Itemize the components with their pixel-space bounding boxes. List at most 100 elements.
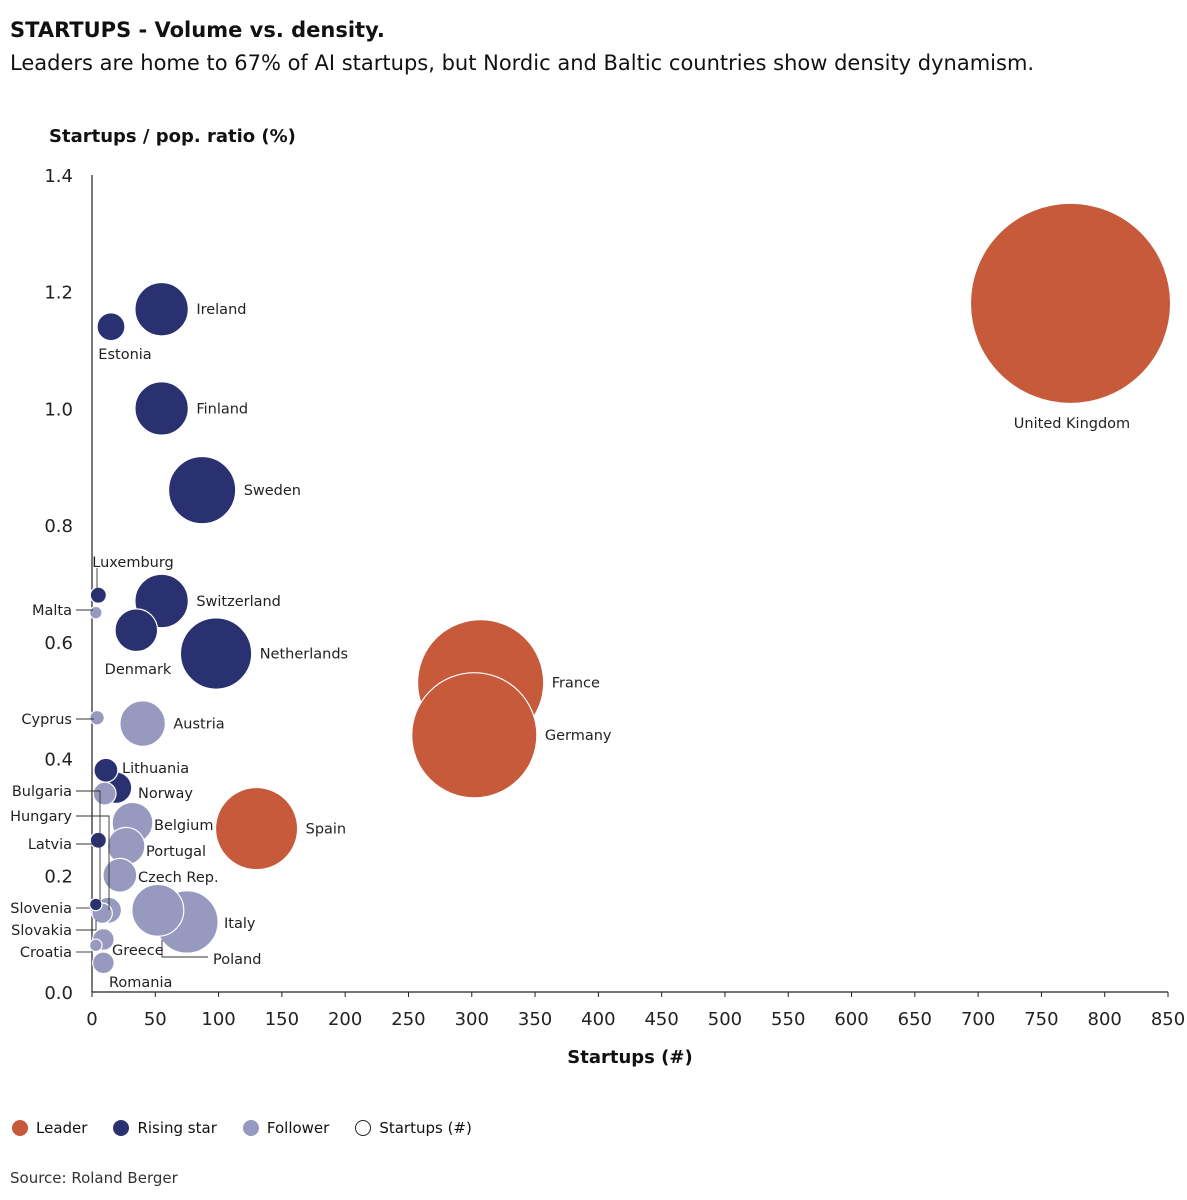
legend-label-leader: Leader: [36, 1119, 88, 1137]
bubble-netherlands: [179, 617, 253, 690]
x-tick-label: 800: [1088, 1009, 1122, 1030]
x-tick-label: 650: [898, 1009, 932, 1030]
y-tick-label: 0.0: [44, 983, 73, 1004]
bubble-austria: [119, 700, 167, 747]
x-tick-label: 0: [86, 1009, 97, 1030]
y-tick-label: 1.2: [44, 283, 73, 304]
bubble-denmark: [114, 608, 159, 653]
legend-item-size: Startups (#): [355, 1119, 472, 1137]
x-tick-label: 100: [201, 1009, 235, 1030]
bubble-lithuania: [93, 757, 119, 783]
label-greece: Greece: [112, 943, 164, 959]
label-romania: Romania: [109, 975, 172, 991]
bubble-united-kingdom: [969, 202, 1172, 405]
y-tick-label: 0.8: [44, 516, 73, 537]
x-tick-label: 300: [455, 1009, 489, 1030]
legend-label-follower: Follower: [266, 1119, 330, 1137]
bubble-germany: [411, 672, 538, 799]
bubble-bulgaria: [92, 781, 117, 806]
bubble-romania: [91, 951, 115, 975]
label-spain: Spain: [306, 822, 347, 838]
bubble-sweden: [167, 455, 237, 525]
label-bulgaria: Bulgaria: [12, 784, 72, 800]
label-germany: Germany: [545, 728, 612, 744]
x-tick-label: 550: [771, 1009, 805, 1030]
label-belgium: Belgium: [154, 818, 213, 834]
label-slovakia: Slovakia: [11, 923, 72, 939]
label-poland: Poland: [213, 952, 261, 968]
y-tick-label: 1.4: [44, 166, 73, 187]
legend-label-rising-star: Rising star: [137, 1119, 217, 1137]
label-cyprus: Cyprus: [21, 712, 72, 728]
leader-line-hungary: [76, 815, 110, 910]
leader-line-bulgaria: [76, 790, 101, 905]
x-tick-label: 350: [518, 1009, 552, 1030]
follower-swatch: [242, 1120, 259, 1136]
bubble-spain: [214, 786, 299, 871]
label-austria: Austria: [173, 717, 224, 733]
y-tick-label: 0.6: [44, 633, 73, 654]
label-norway: Norway: [138, 786, 193, 802]
legend: Leader Rising star Follower Startups (#): [12, 1119, 472, 1137]
label-denmark: Denmark: [105, 662, 172, 678]
label-united-kingdom: United Kingdom: [1014, 416, 1130, 432]
y-tick-label: 1.0: [44, 399, 73, 420]
label-france: France: [552, 676, 600, 692]
leader-line-poland: [161, 940, 208, 958]
bubble-finland: [134, 381, 189, 436]
label-latvia: Latvia: [28, 837, 72, 853]
label-croatia: Croatia: [20, 945, 72, 961]
x-tick-label: 450: [644, 1009, 678, 1030]
label-ireland: Ireland: [196, 302, 246, 318]
label-sweden: Sweden: [244, 483, 301, 499]
x-axis-title: Startups (#): [567, 1047, 692, 1068]
size-swatch: [355, 1120, 372, 1136]
label-finland: Finland: [196, 401, 248, 417]
label-netherlands: Netherlands: [260, 647, 348, 663]
bubble-cyprus: [89, 709, 105, 726]
label-luxemburg: Luxemburg: [92, 555, 174, 571]
legend-item-follower: Follower: [242, 1119, 330, 1137]
label-slovenia: Slovenia: [10, 901, 72, 917]
label-switzerland: Switzerland: [196, 594, 281, 610]
label-estonia: Estonia: [98, 347, 151, 363]
label-malta: Malta: [32, 603, 72, 619]
label-portugal: Portugal: [146, 844, 206, 860]
bubble-malta: [88, 605, 103, 620]
bubble-luxemburg: [89, 586, 107, 604]
legend-label-size: Startups (#): [379, 1119, 472, 1137]
x-tick-label: 700: [961, 1009, 995, 1030]
chart-title: STARTUPS - Volume vs. density.: [10, 18, 385, 42]
chart-subtitle: Leaders are home to 67% of AI startups, …: [10, 51, 1035, 75]
x-tick-label: 850: [1151, 1009, 1185, 1030]
x-tick-label: 150: [265, 1009, 299, 1030]
source-note: Source: Roland Berger: [10, 1169, 178, 1187]
y-tick-label: 0.2: [44, 866, 73, 887]
x-tick-label: 50: [144, 1009, 167, 1030]
x-tick-label: 750: [1024, 1009, 1058, 1030]
legend-item-leader: Leader: [12, 1119, 87, 1137]
label-lithuania: Lithuania: [122, 761, 189, 777]
y-axis-title: Startups / pop. ratio (%): [49, 126, 296, 147]
bubble-poland: [131, 883, 185, 937]
leader-line-slovakia: [76, 920, 97, 931]
bubble-croatia: [88, 938, 103, 953]
leader-swatch: [12, 1120, 28, 1136]
rising-star-swatch: [113, 1120, 130, 1136]
x-tick-label: 600: [834, 1009, 868, 1030]
label-italy: Italy: [224, 916, 256, 932]
bubble-ireland: [134, 281, 189, 337]
bubble-estonia: [96, 312, 126, 342]
x-tick-label: 400: [581, 1009, 615, 1030]
legend-item-rising-star: Rising star: [113, 1119, 217, 1137]
bubble-latvia: [89, 831, 107, 849]
y-tick-label: 0.4: [44, 750, 73, 771]
x-tick-label: 200: [328, 1009, 362, 1030]
x-tick-label: 500: [708, 1009, 742, 1030]
label-czech-rep: Czech Rep.: [138, 870, 219, 886]
label-hungary: Hungary: [10, 809, 72, 825]
bubble-slovenia: [88, 897, 103, 912]
x-tick-label: 250: [391, 1009, 425, 1030]
bubble-czech-rep: [102, 857, 138, 893]
